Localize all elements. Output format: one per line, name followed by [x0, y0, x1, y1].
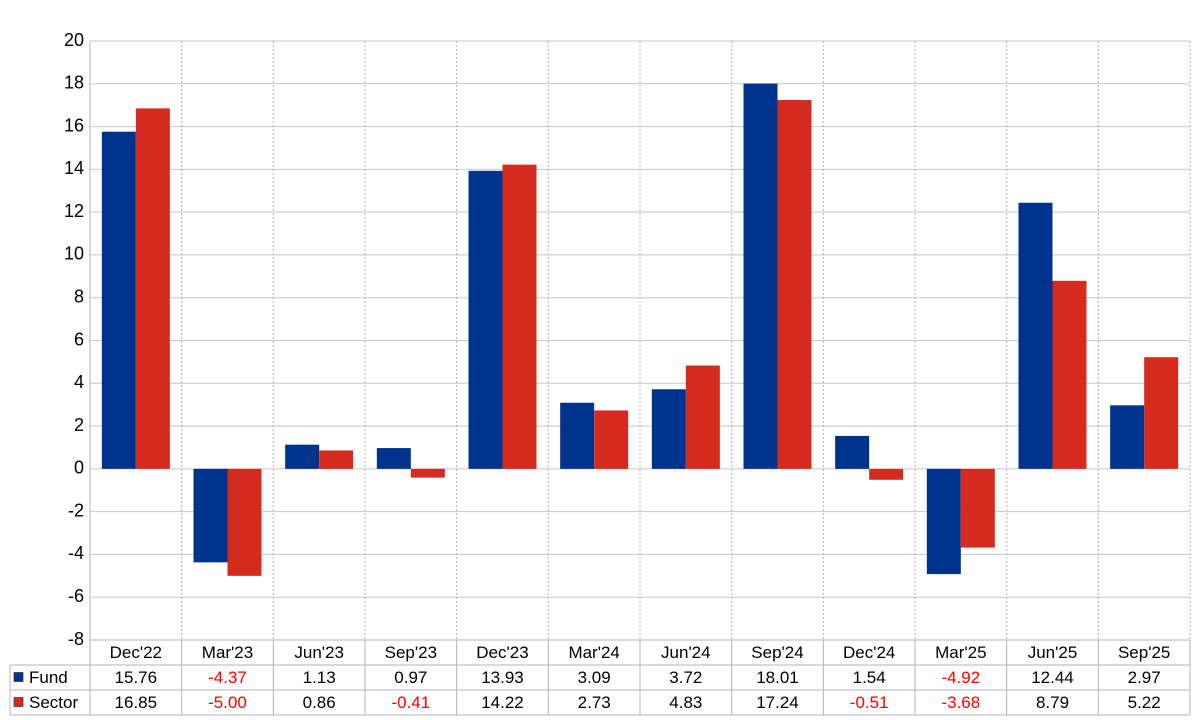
legend-swatch [13, 697, 24, 707]
bar [685, 365, 720, 469]
value-label: 14.22 [481, 693, 524, 712]
bar [1144, 357, 1179, 469]
y-tick-label: -2 [68, 500, 84, 520]
value-label: 15.76 [115, 668, 158, 687]
bar [651, 389, 686, 469]
y-tick-label: 0 [74, 458, 84, 478]
value-label: 13.93 [481, 668, 524, 687]
value-label: 12.44 [1031, 668, 1074, 687]
value-label: 18.01 [756, 668, 799, 687]
bar [1110, 405, 1145, 469]
value-label: 16.85 [115, 693, 158, 712]
bar [960, 468, 995, 548]
bar [135, 108, 170, 469]
y-tick-label: -4 [68, 543, 84, 563]
x-tick-label: Mar'24 [568, 643, 619, 662]
bar [594, 410, 629, 469]
bar [285, 444, 320, 469]
x-tick-label: Sep'23 [385, 643, 437, 662]
x-tick-label: Dec'22 [110, 643, 162, 662]
value-label: -5.00 [208, 693, 247, 712]
x-tick-label: Jun'25 [1028, 643, 1078, 662]
value-label: 5.22 [1128, 693, 1161, 712]
x-tick-label: Jun'23 [294, 643, 344, 662]
value-label: -0.41 [391, 693, 430, 712]
bar [193, 468, 228, 563]
bar [777, 100, 812, 469]
y-tick-label: 14 [64, 158, 84, 178]
x-tick-label: Dec'23 [476, 643, 528, 662]
legend-label: Fund [29, 668, 68, 687]
value-label: -0.51 [850, 693, 889, 712]
bar [410, 468, 445, 478]
bar [869, 468, 904, 480]
y-tick-label: 6 [74, 329, 84, 349]
y-tick-label: 8 [74, 286, 84, 306]
bar [926, 468, 961, 575]
y-tick-label: 12 [64, 201, 84, 221]
value-label: -4.92 [941, 668, 980, 687]
bar [376, 448, 411, 469]
x-tick-label: Sep'25 [1118, 643, 1170, 662]
bar [319, 450, 354, 469]
x-tick-label: Mar'23 [202, 643, 253, 662]
value-label: 3.09 [578, 668, 611, 687]
bar [1018, 202, 1053, 469]
value-label: -4.37 [208, 668, 247, 687]
y-tick-label: 18 [64, 73, 84, 93]
value-label: 0.86 [303, 693, 336, 712]
y-tick-label: 2 [74, 415, 84, 435]
bar [1052, 280, 1087, 469]
x-tick-label: Jun'24 [661, 643, 711, 662]
value-label: 17.24 [756, 693, 799, 712]
value-label: -3.68 [941, 693, 980, 712]
y-tick-label: 4 [74, 372, 84, 392]
bar [560, 402, 595, 469]
x-tick-label: Sep'24 [751, 643, 803, 662]
y-tick-label: 16 [64, 115, 84, 135]
bar [227, 468, 262, 576]
y-tick-label: -8 [68, 629, 84, 649]
y-tick-label: -6 [68, 586, 84, 606]
value-label: 4.83 [669, 693, 702, 712]
value-label: 2.97 [1128, 668, 1161, 687]
bar [502, 164, 537, 469]
legend-label: Sector [29, 693, 78, 712]
y-tick-label: 10 [64, 244, 84, 264]
value-label: 0.97 [394, 668, 427, 687]
value-label: 1.54 [853, 668, 886, 687]
bar [743, 83, 778, 469]
bar [468, 170, 503, 469]
x-tick-label: Dec'24 [843, 643, 895, 662]
value-label: 3.72 [669, 668, 702, 687]
bar [835, 435, 870, 469]
legend-swatch [13, 672, 24, 682]
value-label: 2.73 [578, 693, 611, 712]
y-tick-label: 20 [64, 30, 84, 50]
value-label: 1.13 [303, 668, 336, 687]
bar [101, 131, 136, 469]
x-tick-label: Mar'25 [935, 643, 986, 662]
value-label: 8.79 [1036, 693, 1069, 712]
